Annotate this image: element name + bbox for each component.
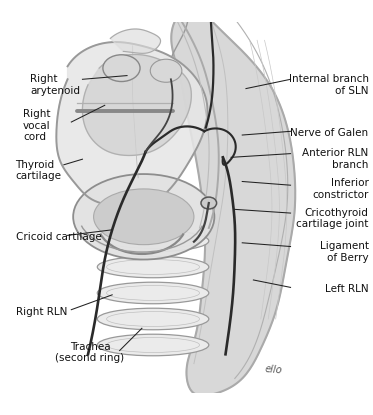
Ellipse shape [201,197,217,209]
Ellipse shape [97,334,209,356]
Ellipse shape [97,282,209,304]
Ellipse shape [150,59,182,82]
Ellipse shape [97,308,209,330]
Ellipse shape [97,256,209,278]
Text: Cricothyroid
cartilage joint: Cricothyroid cartilage joint [296,208,369,229]
Text: ello: ello [264,364,283,376]
Text: Left RLN: Left RLN [325,284,369,294]
Ellipse shape [73,174,214,259]
Polygon shape [171,14,295,395]
Ellipse shape [97,230,209,252]
Text: Internal branch
of SLN: Internal branch of SLN [289,74,369,96]
Ellipse shape [103,55,140,81]
Text: Right
arytenoid: Right arytenoid [31,74,81,96]
Text: Right
vocal
cord: Right vocal cord [23,109,51,142]
Polygon shape [56,42,207,207]
Text: Anterior RLN
branch: Anterior RLN branch [303,149,369,170]
Polygon shape [110,29,160,54]
Polygon shape [82,54,191,156]
Text: Thyroid
cartilage: Thyroid cartilage [16,159,62,181]
Ellipse shape [94,189,194,245]
Text: Ligament
of Berry: Ligament of Berry [320,241,369,263]
Text: Trachea
(second ring): Trachea (second ring) [55,342,125,363]
Text: Right RLN: Right RLN [16,307,67,317]
Text: Inferior
constrictor: Inferior constrictor [312,178,369,200]
Text: Cricoid cartilage: Cricoid cartilage [16,232,101,242]
Text: Nerve of Galen: Nerve of Galen [291,128,369,138]
